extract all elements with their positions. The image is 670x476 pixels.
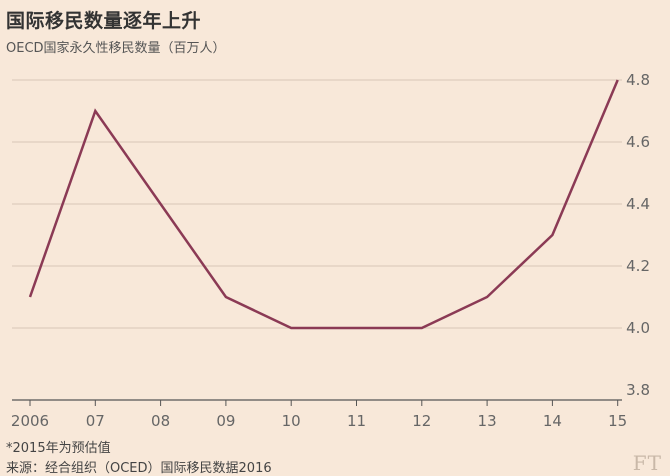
y-tick-label: 4.8 — [626, 71, 650, 89]
y-tick-label: 4.0 — [626, 319, 650, 337]
source-note: 来源：经合组织（OCED）国际移民数据2016 — [6, 461, 272, 476]
y-tick-label: 4.2 — [626, 257, 650, 275]
x-tick-label: 08 — [151, 412, 170, 430]
x-tick-label: 14 — [543, 412, 562, 430]
x-tick-label: 13 — [478, 412, 497, 430]
series-line — [28, 79, 619, 330]
x-tick-label: 09 — [216, 412, 235, 430]
ft-logo: FT — [632, 451, 662, 475]
y-tick-label: 4.4 — [626, 195, 650, 213]
series-lines — [28, 79, 619, 330]
x-axis — [12, 399, 622, 406]
x-tick-label: 10 — [282, 412, 301, 430]
gridlines — [12, 79, 622, 329]
x-tick-label: 11 — [347, 412, 366, 430]
x-tick-label: 07 — [86, 412, 105, 430]
x-tick-label: 2006 — [11, 412, 49, 430]
chart-title: 国际移民数量逐年上升 — [6, 10, 202, 32]
x-tick-label: 12 — [412, 412, 431, 430]
y-tick-labels: 3.8 4.0 4.2 4.4 4.6 4.8 — [626, 71, 650, 399]
x-tick-labels: 2006 07 08 09 10 11 12 13 14 15 — [11, 412, 627, 430]
y-tick-label: 4.6 — [626, 133, 650, 151]
chart-subtitle: OECD国家永久性移民数量（百万人） — [6, 41, 226, 56]
footnote: *2015年为预估值 — [6, 441, 111, 456]
y-tick-label: 3.8 — [626, 381, 650, 399]
x-tick-label: 15 — [608, 412, 627, 430]
